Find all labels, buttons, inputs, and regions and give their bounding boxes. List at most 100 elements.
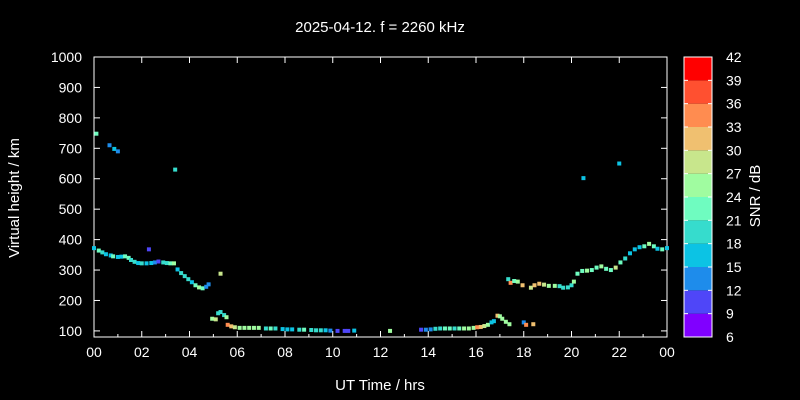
data-point xyxy=(655,246,660,251)
data-point xyxy=(161,260,166,265)
data-point xyxy=(419,327,424,332)
data-point xyxy=(323,328,328,333)
data-point xyxy=(216,311,221,316)
data-point xyxy=(112,146,117,151)
data-point xyxy=(175,267,180,272)
data-point xyxy=(423,327,428,332)
colorbar-band xyxy=(684,243,712,267)
x-tick-label: 08 xyxy=(277,344,293,360)
x-tick-label: 00 xyxy=(659,344,675,360)
data-point xyxy=(204,284,209,289)
colorbar-tick-label: 9 xyxy=(726,306,734,322)
data-point xyxy=(200,286,205,291)
data-point xyxy=(561,285,566,290)
data-point xyxy=(232,325,237,330)
data-point xyxy=(164,261,169,266)
data-point xyxy=(580,268,585,273)
data-point xyxy=(665,246,669,251)
chart-title: 2025-04-12. f = 2260 kHz xyxy=(295,19,465,36)
data-point xyxy=(637,245,642,250)
data-point xyxy=(314,328,319,333)
data-point xyxy=(100,250,105,255)
data-point xyxy=(247,325,252,330)
data-point xyxy=(521,320,526,325)
data-point xyxy=(146,247,151,252)
data-point xyxy=(557,284,562,289)
data-point xyxy=(206,282,211,287)
x-tick-label: 18 xyxy=(516,344,532,360)
data-point xyxy=(222,313,227,318)
data-point xyxy=(515,279,520,284)
y-tick-label: 1000 xyxy=(51,49,82,65)
data-point xyxy=(497,314,502,319)
data-point xyxy=(617,161,622,166)
data-point xyxy=(352,328,357,333)
data-point xyxy=(581,176,586,181)
data-point xyxy=(531,322,536,327)
colorbar-band xyxy=(684,150,712,174)
data-point xyxy=(115,254,120,259)
data-point xyxy=(388,328,393,333)
colorbar-band xyxy=(684,80,712,104)
data-point xyxy=(107,143,112,148)
data-point xyxy=(263,326,268,331)
data-point xyxy=(507,322,512,327)
data-point xyxy=(94,131,99,136)
data-point xyxy=(524,322,529,327)
data-point xyxy=(495,313,500,318)
data-point xyxy=(428,327,433,332)
data-point xyxy=(433,326,438,331)
data-point xyxy=(500,316,505,321)
data-point xyxy=(318,328,323,333)
data-point xyxy=(173,167,178,172)
data-point xyxy=(229,324,234,329)
x-tick-label: 12 xyxy=(373,344,389,360)
y-tick-label: 900 xyxy=(59,79,83,95)
data-point xyxy=(144,261,149,266)
data-point xyxy=(485,322,490,327)
y-axis-label: Virtual height / km xyxy=(6,138,23,258)
data-point xyxy=(647,241,652,246)
data-point xyxy=(471,325,476,330)
data-point xyxy=(111,254,116,259)
data-point xyxy=(613,265,618,270)
data-point xyxy=(139,261,144,266)
data-point xyxy=(618,260,623,265)
data-point xyxy=(520,283,525,288)
data-point xyxy=(512,279,517,283)
data-point xyxy=(210,316,215,321)
data-point xyxy=(290,327,295,332)
colorbar-tick-label: 30 xyxy=(726,142,742,158)
colorbar-band xyxy=(684,103,712,127)
colorbar-band xyxy=(684,313,712,337)
data-point xyxy=(604,266,609,271)
data-point xyxy=(466,326,471,331)
data-point xyxy=(129,258,134,262)
data-point xyxy=(119,254,124,259)
data-point xyxy=(462,326,467,331)
data-point xyxy=(96,248,101,253)
colorbar-label: SNR / dB xyxy=(747,165,764,228)
data-point xyxy=(302,327,307,332)
colorbar-tick-label: 15 xyxy=(726,259,742,275)
data-point xyxy=(632,247,637,252)
data-point xyxy=(452,326,457,331)
data-point xyxy=(585,268,590,273)
data-point xyxy=(242,325,247,330)
plot-frame xyxy=(93,56,668,338)
data-point xyxy=(182,274,187,279)
data-point xyxy=(571,279,576,284)
colorbar-tick-label: 6 xyxy=(726,329,734,345)
data-point xyxy=(594,265,599,270)
data-point xyxy=(627,251,632,256)
data-point xyxy=(123,254,128,259)
x-tick-label: 20 xyxy=(564,344,580,360)
data-point xyxy=(642,244,647,249)
data-point xyxy=(149,261,154,266)
data-point xyxy=(342,328,347,333)
data-point xyxy=(256,325,261,330)
colorbar-tick-label: 33 xyxy=(726,119,742,135)
x-tick-label: 22 xyxy=(611,344,627,360)
data-point xyxy=(542,282,547,287)
